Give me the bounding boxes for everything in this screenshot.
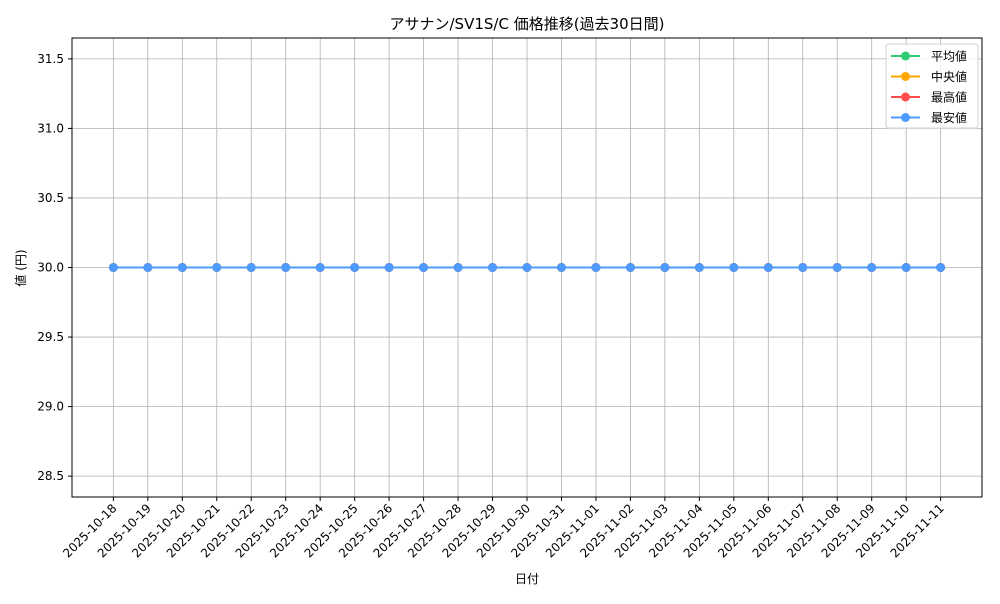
y-tick-label: 28.5 xyxy=(37,469,64,483)
data-point xyxy=(419,263,429,272)
y-tick-label: 29.0 xyxy=(37,400,64,414)
data-point xyxy=(901,263,911,272)
legend-marker xyxy=(901,51,910,61)
y-tick-label: 31.0 xyxy=(37,121,64,135)
y-tick-label: 30.0 xyxy=(37,261,64,275)
data-point xyxy=(660,263,670,272)
legend-label: 中央値 xyxy=(931,69,967,84)
data-point xyxy=(867,263,877,272)
data-point xyxy=(177,263,187,272)
legend-label: 最安値 xyxy=(931,110,967,125)
legend-label: 平均値 xyxy=(931,49,967,64)
data-point xyxy=(591,263,601,272)
chart-title: アサナン/SV1S/C 価格推移(過去30日間) xyxy=(390,15,665,33)
y-tick-label: 31.5 xyxy=(37,52,64,66)
x-axis-label: 日付 xyxy=(515,572,539,586)
data-point xyxy=(384,263,394,272)
series-3 xyxy=(108,263,946,272)
data-point xyxy=(212,263,222,272)
data-point xyxy=(556,263,566,272)
legend-marker xyxy=(901,92,910,102)
data-point xyxy=(488,263,498,272)
data-point xyxy=(246,263,256,272)
data-point xyxy=(832,263,842,272)
data-point xyxy=(315,263,325,272)
data-point xyxy=(694,263,704,272)
data-point xyxy=(522,263,532,272)
data-point xyxy=(281,263,291,272)
y-tick-label: 30.5 xyxy=(37,191,64,205)
y-axis-label: 値 (円) xyxy=(13,249,28,286)
data-point xyxy=(625,263,635,272)
data-point xyxy=(350,263,360,272)
data-point xyxy=(798,263,808,272)
data-point xyxy=(108,263,118,272)
data-point xyxy=(763,263,773,272)
data-point xyxy=(453,263,463,272)
legend-marker xyxy=(901,72,910,81)
y-tick-label: 29.5 xyxy=(37,330,64,344)
data-point xyxy=(936,263,946,272)
legend-marker xyxy=(901,113,910,122)
legend-box xyxy=(885,43,979,129)
data-point xyxy=(729,263,739,272)
data-point xyxy=(143,263,153,272)
legend-label: 最高値 xyxy=(931,90,967,105)
